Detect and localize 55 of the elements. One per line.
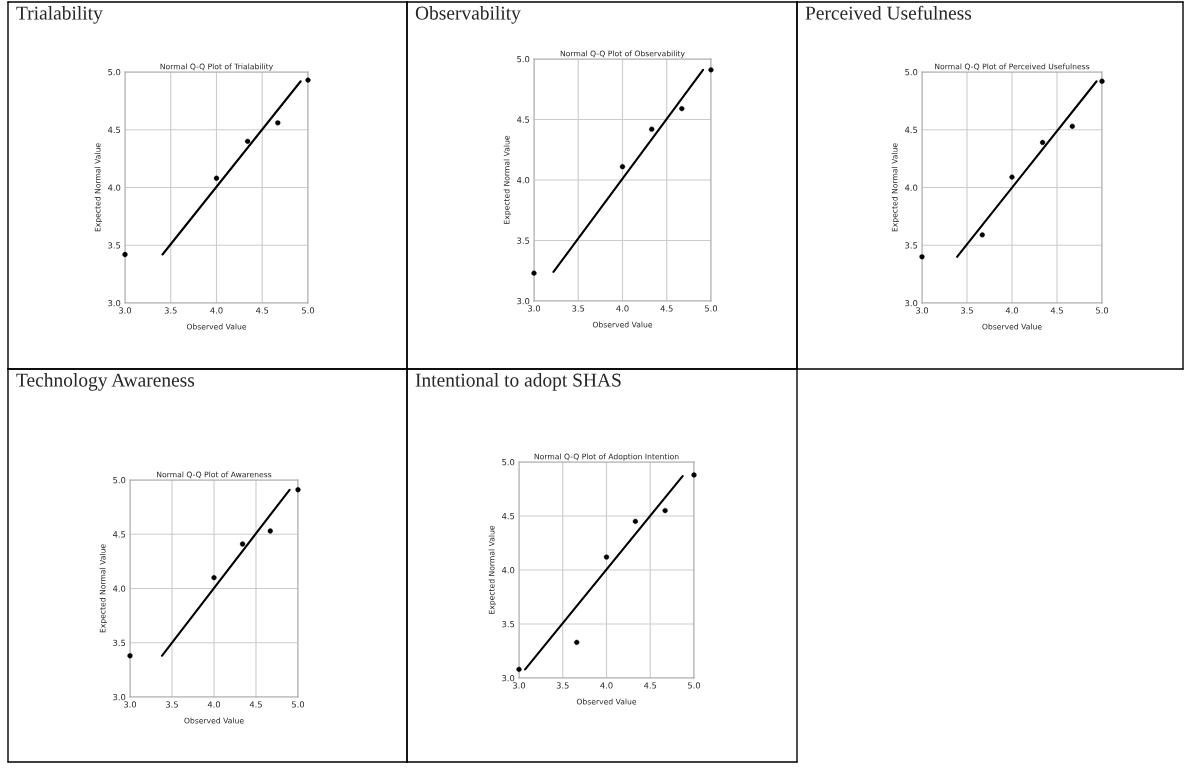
x-tick-label: 4.0	[210, 307, 223, 314]
y-tick-label: 3.0	[113, 693, 126, 701]
text: Observability	[415, 6, 521, 24]
text: Perceived Usefulness	[805, 5, 972, 20]
x-tick-label: 3.5	[961, 307, 973, 314]
y-tick-label: 4.5	[112, 531, 126, 538]
x-tick-label: 3.5	[556, 682, 569, 689]
y-tick-label: 4.0	[904, 184, 918, 191]
y-tick-label: 3.0	[517, 297, 530, 305]
y-tick-label: 4.5	[904, 126, 918, 134]
y-tick-label: 5.0	[113, 476, 126, 484]
y-tick-label: 3.0	[502, 674, 515, 682]
x-tick-label: 3.5	[572, 305, 585, 312]
x-tick-label: 3.0	[119, 307, 132, 314]
y-tick-label: 5.0	[502, 458, 515, 466]
y-tick-label: 5.0	[108, 68, 121, 76]
y-tick-label: 4.0	[501, 566, 515, 574]
x-tick-label: 5.0	[688, 682, 701, 689]
y-tick-label: 5.0	[905, 68, 918, 76]
x-tick-label: 3.5	[164, 307, 177, 314]
y-tick-label: 3.0	[905, 299, 918, 307]
x-tick-label: 3.0	[916, 307, 929, 314]
x-tick-label: 3.0	[528, 305, 541, 312]
y-tick-label: 5.0	[517, 55, 530, 63]
x-tick-label: 3.0	[124, 701, 137, 708]
y-tick-label: 3.5	[113, 639, 126, 647]
y-tick-label: 3.5	[905, 242, 918, 249]
x-tick-label: 4.0	[1005, 307, 1019, 314]
text: Technology Awareness	[16, 373, 195, 391]
y-tick-label: 4.0	[112, 585, 126, 592]
x-tick-label: 5.0	[292, 701, 305, 708]
y-tick-label: 4.0	[107, 184, 121, 191]
x-tick-label: 5.0	[705, 305, 718, 312]
y-tick-label: 3.0	[108, 299, 121, 307]
y-tick-label: 4.5	[107, 126, 121, 134]
x-tick-label: 4.5	[1050, 307, 1063, 314]
x-tick-label: 3.5	[166, 701, 178, 708]
y-tick-label: 4.0	[516, 176, 530, 184]
point	[1040, 139, 1046, 146]
x-tick-label: 4.0	[616, 305, 629, 312]
x-tick-label: 4.5	[644, 682, 657, 689]
y-tick-label: 3.5	[502, 620, 515, 628]
text: Intentional to adopt SHAS	[415, 373, 621, 391]
y-tick-label: 4.5	[516, 116, 530, 123]
text: Trialability	[16, 6, 103, 24]
y-tick-label: 4.5	[501, 513, 515, 520]
x-tick-label: 4.5	[249, 701, 262, 708]
x-tick-label: 5.0	[302, 307, 315, 314]
y-tick-label: 3.5	[517, 237, 530, 244]
x-tick-label: 4.5	[660, 305, 673, 312]
x-tick-label: 4.5	[256, 307, 269, 314]
x-tick-label: 4.0	[600, 682, 613, 689]
y-tick-label: 3.5	[108, 242, 121, 249]
x-tick-label: 5.0	[1096, 307, 1109, 314]
x-tick-label: 4.0	[207, 701, 221, 708]
